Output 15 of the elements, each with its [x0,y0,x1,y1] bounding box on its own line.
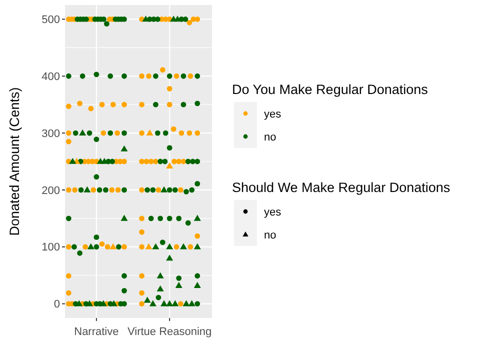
y-tick-label: 300 [42,128,60,140]
y-tick-label: 200 [42,184,60,197]
text: no [264,229,276,242]
x-tick-label: Narrative [74,326,119,338]
x-tick-label: Virtue Reasoning [127,326,212,338]
legend-title: Do You Make Regular Donations [232,82,428,97]
y-axis-title: Donated Amount (Cents) [7,87,22,236]
legend-label: yes [264,108,282,120]
text: yes [264,206,282,218]
text: Should We Make Regular Donations [232,180,450,195]
y-tick-label: 400 [42,70,60,83]
y-tick-label: 0 [54,298,60,311]
y-tick-label: 100 [42,242,60,254]
y-tick-label: 500 [42,14,60,26]
legend-label: no [264,131,276,144]
